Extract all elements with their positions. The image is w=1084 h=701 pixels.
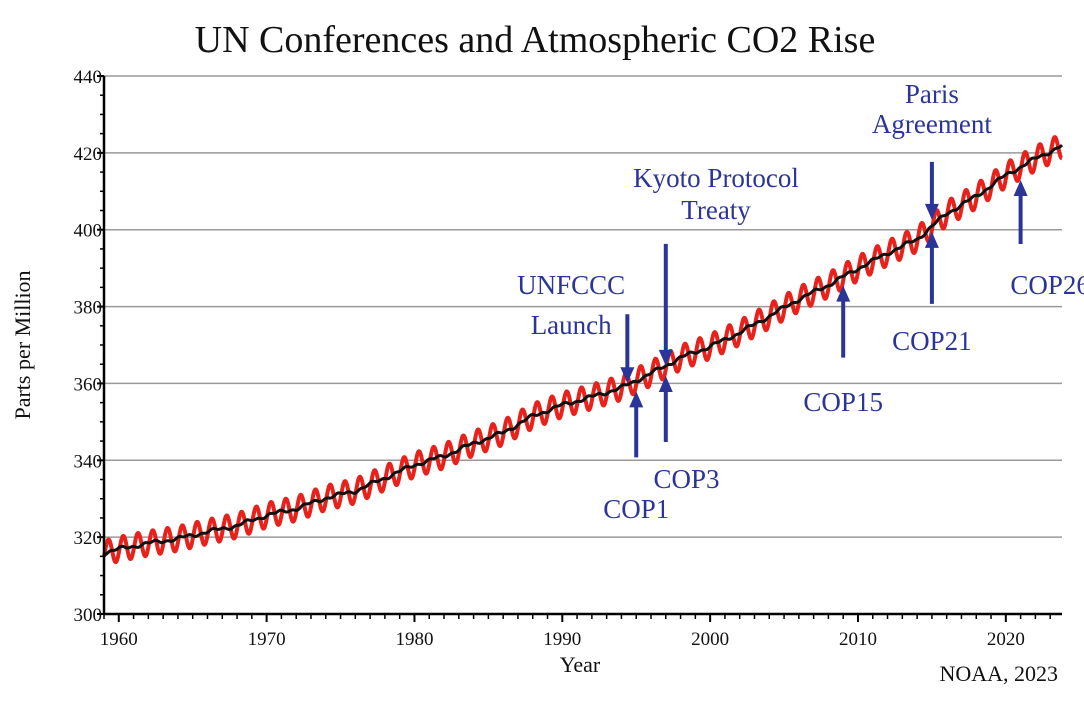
annotation-label: Kyoto Protocol (633, 163, 799, 193)
annotation-label: Treaty (681, 195, 751, 225)
source-credit: NOAA, 2023 (939, 661, 1058, 686)
x-tick-label: 2010 (839, 629, 877, 650)
x-tick-label: 1980 (395, 629, 433, 650)
series-trend-line (103, 143, 1064, 557)
y-tick-label: 380 (74, 298, 103, 319)
annotation-arrowhead (924, 203, 939, 220)
annotation-label: Agreement (872, 109, 992, 139)
annotation: COP1 (603, 391, 669, 524)
y-tick-label: 340 (74, 451, 103, 472)
y-tick-label: 320 (74, 528, 103, 549)
annotation-arrowhead (1013, 179, 1028, 196)
x-tick-label: 1960 (100, 629, 138, 650)
annotation: COP3 (653, 375, 720, 494)
annotation: UNFCCC Launch (517, 270, 635, 384)
annotation-label: Launch (531, 310, 612, 340)
annotation: COP21 (892, 231, 972, 356)
y-tick-label: 440 (74, 67, 103, 88)
annotation-label: COP15 (803, 387, 883, 417)
gridlines (104, 75, 1062, 538)
x-axis-label: Year (560, 652, 601, 677)
annotation-arrowhead (629, 391, 644, 408)
y-tick-label: 400 (74, 221, 103, 242)
x-tick-label: 1970 (248, 629, 286, 650)
annotation-label: COP1 (603, 494, 669, 524)
x-tick-label: 2000 (691, 629, 729, 650)
annotation-arrowhead (924, 231, 939, 248)
annotation-arrowhead (658, 349, 673, 366)
y-tick-label: 300 (74, 605, 103, 626)
annotation-arrowhead (658, 375, 673, 392)
y-tick-label: 360 (74, 374, 103, 395)
annotation-label: COP3 (653, 464, 719, 494)
annotation: COP26 (1010, 179, 1084, 300)
annotation-label: Paris (905, 79, 959, 109)
y-axis-label: Parts per Million (10, 270, 35, 419)
annotation: COP15 (803, 285, 883, 417)
x-tick-label: 2020 (987, 629, 1025, 650)
y-tick-label: 420 (74, 144, 103, 165)
annotation-arrowhead (620, 367, 635, 384)
annotation-label: UNFCCC (517, 270, 625, 300)
axes: 300 320 340 360 380 400 420 440 1960 1970 1980 1990… (74, 67, 1062, 650)
plot-series (102, 135, 1064, 565)
x-tick-label: 1990 (543, 629, 581, 650)
chart-title: UN Conferences and Atmospheric CO2 Rise (195, 19, 876, 61)
series-monthly-line (102, 135, 1064, 565)
annotation-arrowhead (836, 285, 851, 302)
annotation-label: COP21 (892, 326, 972, 356)
annotation-label: COP26 (1010, 270, 1084, 300)
